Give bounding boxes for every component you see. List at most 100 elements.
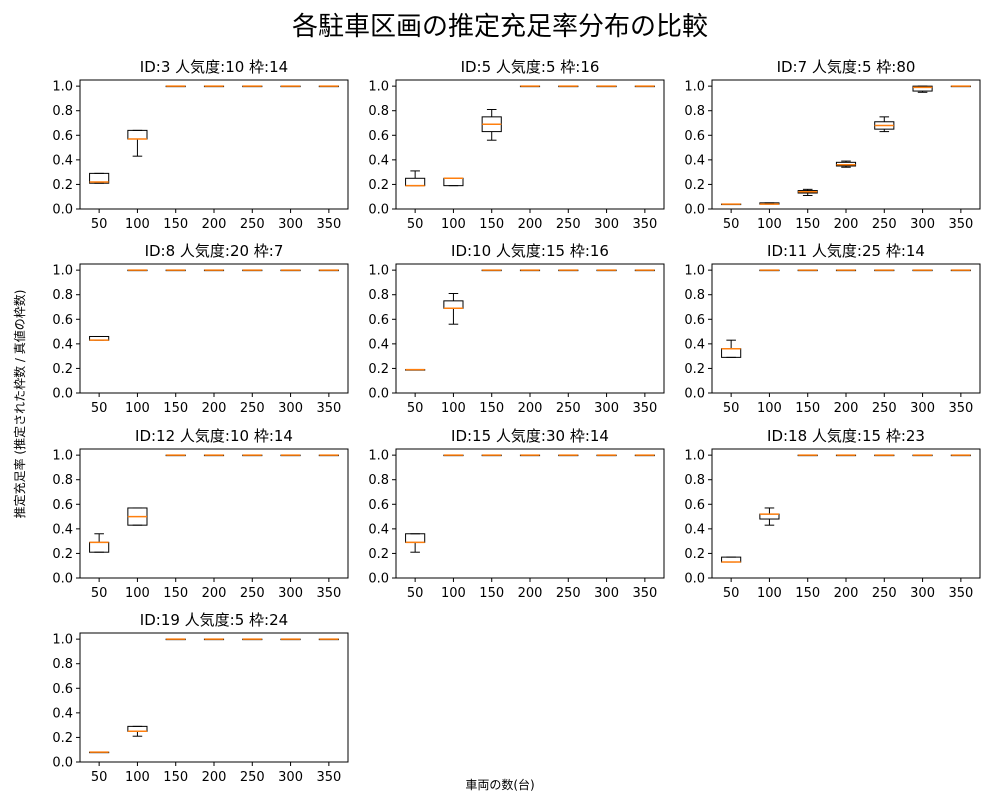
subplot-title: ID:8 人気度:20 枠:7 <box>145 242 284 260</box>
y-tick-label: 1.0 <box>52 80 73 95</box>
y-tick-label: 0.0 <box>52 387 73 402</box>
y-tick-label: 0.2 <box>52 362 73 377</box>
x-tick-label: 50 <box>91 770 108 785</box>
x-tick-label: 100 <box>441 401 466 416</box>
x-tick-label: 200 <box>518 401 543 416</box>
y-axis-label: 推定充足率 (推定された枠数 / 真値の枠数) <box>12 290 27 519</box>
x-tick-label: 350 <box>948 586 973 601</box>
y-tick-label: 0.6 <box>52 682 73 697</box>
box-200 <box>519 85 541 88</box>
box-350 <box>634 454 655 457</box>
y-tick-label: 1.0 <box>368 449 389 464</box>
y-tick-label: 0.2 <box>684 362 705 377</box>
box-250 <box>874 269 895 272</box>
box-350 <box>318 269 339 272</box>
x-tick-label: 350 <box>632 217 657 232</box>
x-tick-label: 150 <box>795 586 820 601</box>
box-100 <box>127 725 148 737</box>
x-tick-label: 200 <box>202 770 227 785</box>
y-tick-label: 0.6 <box>684 498 705 513</box>
box-iqr <box>89 172 110 184</box>
subplot: ID:8 人気度:20 枠:7 0.0 0.2 0.4 0.6 0.8 1.0 50 100 15… <box>52 242 349 416</box>
box-350 <box>950 454 971 457</box>
y-tick-label: 0.4 <box>684 153 705 168</box>
subplot-title: ID:18 人気度:15 枠:23 <box>767 427 925 445</box>
y-tick-label: 0.6 <box>52 313 73 328</box>
subplot: ID:18 人気度:15 枠:23 0.0 0.2 0.4 0.6 0.8 1.0 50 100… <box>684 427 981 601</box>
box-300 <box>912 85 933 93</box>
y-tick-label: 0.6 <box>52 498 73 513</box>
x-tick-label: 250 <box>556 401 581 416</box>
y-tick-label: 0.8 <box>52 288 73 303</box>
box-300 <box>596 85 617 88</box>
box-350 <box>318 454 339 457</box>
x-tick-label: 300 <box>910 217 935 232</box>
y-tick-label: 0.8 <box>368 288 389 303</box>
subplot: ID:3 人気度:10 枠:14 0.0 0.2 0.4 0.6 0.8 1.0 50 100 1… <box>52 58 349 232</box>
x-tick-label: 50 <box>91 217 108 232</box>
y-tick-label: 0.4 <box>368 153 389 168</box>
x-axis-label: 車両の数(台) <box>465 777 534 792</box>
x-tick-label: 100 <box>125 401 150 416</box>
axes-frame <box>79 79 349 210</box>
box-100 <box>759 507 780 526</box>
x-tick-label: 350 <box>632 401 657 416</box>
x-tick-label: 200 <box>518 586 543 601</box>
box-350 <box>634 269 655 272</box>
y-tick-label: 0.4 <box>368 522 389 537</box>
box-100 <box>443 177 464 187</box>
axes-frame <box>395 79 665 210</box>
box-50 <box>89 533 110 553</box>
box-50 <box>721 339 742 358</box>
box-300 <box>912 269 933 272</box>
box-300 <box>596 269 617 272</box>
box-100 <box>443 454 464 457</box>
x-tick-label: 50 <box>723 217 740 232</box>
box-300 <box>280 269 301 272</box>
figure-title: 各駐車区画の推定充足率分布の比較 <box>292 12 708 42</box>
box-200 <box>835 454 857 457</box>
box-100 <box>127 507 148 526</box>
box-250 <box>558 454 579 457</box>
y-tick-label: 0.4 <box>52 337 73 352</box>
box-150 <box>797 188 818 196</box>
axes-frame <box>395 263 665 394</box>
box-iqr <box>443 177 464 187</box>
box-300 <box>912 454 933 457</box>
y-tick-label: 0.2 <box>52 547 73 562</box>
y-tick-label: 1.0 <box>684 264 705 279</box>
x-tick-label: 100 <box>757 401 782 416</box>
box-350 <box>950 85 971 88</box>
y-tick-label: 0.2 <box>52 178 73 193</box>
x-tick-label: 100 <box>757 586 782 601</box>
axes-frame <box>395 448 665 579</box>
y-tick-label: 0.4 <box>52 153 73 168</box>
y-tick-label: 0.6 <box>368 313 389 328</box>
subplot: ID:10 人気度:15 枠:16 0.0 0.2 0.4 0.6 0.8 1.0 50 100… <box>368 242 665 416</box>
box-200 <box>835 269 857 272</box>
box-300 <box>596 454 617 457</box>
x-tick-label: 200 <box>834 401 859 416</box>
box-50 <box>89 335 110 341</box>
box-350 <box>950 269 971 272</box>
y-tick-label: 0.0 <box>368 203 389 218</box>
y-tick-label: 0.8 <box>684 473 705 488</box>
x-tick-label: 300 <box>278 217 303 232</box>
axes-frame <box>711 263 981 394</box>
x-tick-label: 300 <box>278 770 303 785</box>
subplot-title: ID:3 人気度:10 枠:14 <box>140 58 288 76</box>
box-100 <box>443 292 464 325</box>
x-tick-label: 350 <box>948 401 973 416</box>
x-tick-label: 150 <box>479 586 504 601</box>
y-tick-label: 0.0 <box>52 572 73 587</box>
y-tick-label: 1.0 <box>52 633 73 648</box>
x-tick-label: 350 <box>948 217 973 232</box>
x-tick-label: 350 <box>316 586 341 601</box>
axes-frame <box>711 448 981 579</box>
y-tick-label: 0.8 <box>368 473 389 488</box>
subplot-title: ID:15 人気度:30 枠:14 <box>451 427 609 445</box>
box-150 <box>165 454 186 457</box>
y-tick-label: 1.0 <box>684 449 705 464</box>
box-250 <box>874 454 895 457</box>
